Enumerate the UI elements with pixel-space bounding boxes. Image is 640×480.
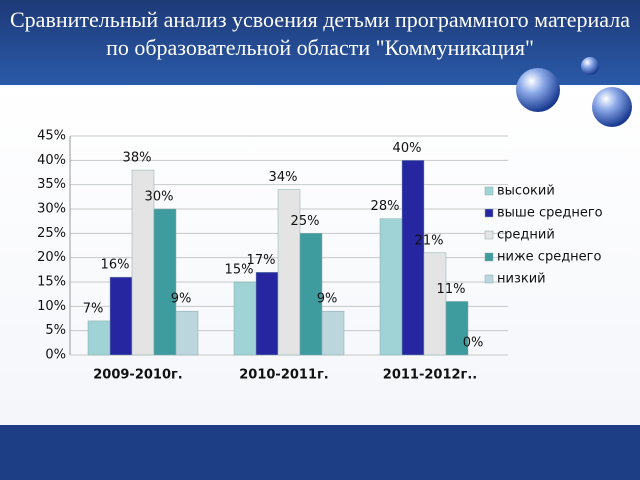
y-tick-label: 5% — [45, 323, 66, 338]
legend-swatch — [484, 230, 494, 240]
value-label: 34% — [269, 170, 298, 185]
bar — [255, 272, 279, 356]
bar — [321, 310, 345, 356]
y-tick-label: 0% — [45, 348, 66, 363]
bar — [109, 276, 133, 356]
bar — [299, 233, 323, 356]
legend-label: высокий — [497, 184, 555, 199]
y-tick-label: 15% — [37, 275, 66, 290]
bar — [379, 218, 403, 356]
legend-label: выше среднего — [497, 206, 603, 221]
legend-swatch — [484, 186, 494, 196]
legend-label: средний — [497, 228, 555, 243]
value-label: 25% — [291, 214, 320, 229]
y-tick-label: 25% — [37, 226, 66, 241]
x-tick-label: 2011-2012г.. — [383, 368, 477, 383]
value-label: 40% — [393, 141, 422, 156]
decor-bubble — [516, 68, 560, 112]
value-label: 28% — [371, 199, 400, 214]
legend-swatch — [484, 208, 494, 218]
value-label: 30% — [145, 190, 174, 205]
value-label: 11% — [437, 282, 466, 297]
x-tick-label: 2010-2011г. — [239, 368, 329, 383]
bar — [423, 252, 447, 356]
x-tick-label: 2009-2010г. — [93, 368, 183, 383]
y-tick-label: 30% — [37, 202, 66, 217]
value-label: 21% — [415, 233, 444, 248]
value-label: 0% — [463, 336, 484, 351]
y-tick-label: 20% — [37, 250, 66, 265]
y-tick-label: 45% — [37, 129, 66, 144]
y-tick-label: 10% — [37, 299, 66, 314]
value-label: 16% — [101, 258, 130, 273]
slide-title: Сравнительный анализ усвоения детьми про… — [10, 7, 631, 60]
y-tick-label: 35% — [37, 177, 66, 192]
value-label: 38% — [123, 151, 152, 166]
bar — [233, 281, 257, 356]
bar — [175, 310, 199, 356]
bar — [153, 208, 177, 356]
value-label: 9% — [171, 292, 192, 307]
value-label: 7% — [83, 301, 104, 316]
footer-band — [0, 425, 640, 480]
legend-swatch — [484, 274, 494, 284]
y-tick-label: 40% — [37, 153, 66, 168]
decor-bubble — [581, 57, 599, 75]
value-label: 15% — [225, 263, 254, 278]
value-label: 17% — [247, 253, 276, 268]
decor-bubble — [592, 87, 632, 127]
legend-swatch — [484, 252, 494, 262]
value-label: 9% — [317, 292, 338, 307]
bar — [401, 160, 425, 356]
legend-label: ниже среднего — [497, 250, 602, 265]
legend-label: низкий — [497, 272, 546, 287]
bar — [87, 320, 111, 356]
bar — [445, 301, 469, 356]
